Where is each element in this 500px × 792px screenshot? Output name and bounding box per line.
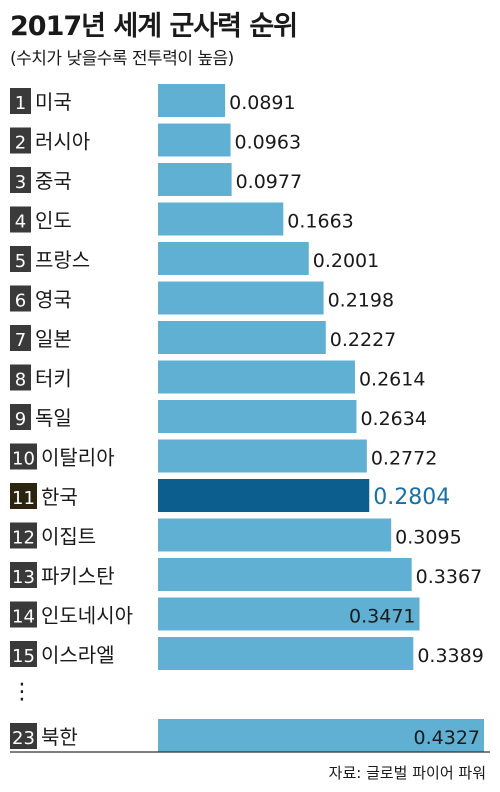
country-label: 미국 <box>35 90 72 114</box>
rank-number: 6 <box>15 291 26 312</box>
rank-number: 8 <box>15 370 26 391</box>
rank-badge <box>10 601 37 628</box>
value-label: 0.3095 <box>395 527 461 549</box>
rank-badge <box>10 206 31 233</box>
rank-badge <box>10 88 31 114</box>
rank-number: 5 <box>15 251 26 272</box>
country-label: 러시아 <box>35 130 90 154</box>
rank-number: 10 <box>12 449 35 470</box>
rank-number: 15 <box>12 646 35 667</box>
rank-badge <box>10 285 31 312</box>
value-label: 0.1663 <box>287 211 353 233</box>
country-label: 영국 <box>35 288 72 312</box>
rank-badge <box>10 246 31 272</box>
value-label: 0.2001 <box>313 250 379 272</box>
gap-marker: ⋮ <box>11 680 33 705</box>
country-label: 일본 <box>35 327 72 351</box>
rank-badge <box>10 404 31 430</box>
country-label: 북한 <box>41 725 78 749</box>
page-title: 2017년 세계 군사력 순위 <box>10 11 298 42</box>
bar <box>158 719 484 752</box>
value-label: 0.4327 <box>414 727 480 749</box>
rank-number: 23 <box>12 728 35 749</box>
rank-badge <box>10 483 37 509</box>
value-label: 0.0891 <box>229 92 295 114</box>
country-label: 프랑스 <box>35 248 90 272</box>
bar <box>158 518 392 552</box>
source-note: 자료: 글로벌 파이어 파워 <box>328 764 486 782</box>
value-label: 0.2634 <box>360 408 426 430</box>
bar <box>158 163 232 196</box>
country-label: 이집트 <box>41 525 96 549</box>
rank-badge <box>10 723 37 749</box>
rank-number: 9 <box>15 409 26 430</box>
bar <box>158 281 324 315</box>
bar <box>158 84 226 117</box>
page-subtitle: (수치가 낮을수록 전투력이 높음) <box>10 49 234 69</box>
rank-number: 3 <box>15 172 26 193</box>
country-label: 인도 <box>35 209 72 233</box>
country-label: 터키 <box>35 367 72 391</box>
bar <box>158 202 284 236</box>
value-label: 0.0963 <box>235 132 301 154</box>
rank-badge <box>10 522 37 549</box>
rank-number: 4 <box>15 212 26 233</box>
value-label: 0.2227 <box>330 329 396 351</box>
country-label: 파키스탄 <box>41 564 115 588</box>
value-label: 0.2772 <box>371 448 437 470</box>
value-label: 0.0977 <box>236 171 302 193</box>
bar <box>158 242 309 275</box>
bar <box>158 360 355 394</box>
rank-badge <box>10 127 31 154</box>
bar <box>158 400 357 433</box>
rank-number: 14 <box>12 607 35 628</box>
rank-number: 12 <box>12 528 35 549</box>
rank-badge <box>10 641 37 667</box>
bar <box>158 558 412 591</box>
country-label: 이탈리아 <box>41 446 115 470</box>
bar <box>158 123 231 157</box>
country-label: 인도네시아 <box>41 604 133 628</box>
bar-chart: 1 미국 0.0891 2 러시아 0.0963 3 중국 0.0977 4 인도 0.1663 5 프랑… <box>10 84 490 753</box>
value-label: 0.2804 <box>373 485 450 510</box>
country-label: 독일 <box>35 406 72 430</box>
bar <box>158 439 367 473</box>
value-label: 0.2198 <box>328 290 394 312</box>
value-label: 0.3389 <box>417 645 483 667</box>
bar <box>158 479 370 512</box>
rank-number: 11 <box>12 488 35 509</box>
rank-badge <box>10 443 37 470</box>
bar <box>158 597 420 631</box>
rank-badge <box>10 364 31 391</box>
country-label: 이스라엘 <box>41 643 115 667</box>
rank-badge <box>10 562 37 588</box>
rank-badge <box>10 325 31 351</box>
bar <box>158 637 414 670</box>
value-label: 0.3471 <box>349 606 415 628</box>
rank-number: 13 <box>12 567 35 588</box>
country-label: 중국 <box>35 169 72 193</box>
bar <box>158 321 326 354</box>
value-label: 0.3367 <box>416 566 482 588</box>
value-label: 0.2614 <box>359 369 425 391</box>
rank-number: 7 <box>15 330 26 351</box>
country-label: 한국 <box>41 485 78 509</box>
rank-number: 2 <box>15 133 26 154</box>
rank-number: 1 <box>15 93 26 114</box>
rank-badge <box>10 167 31 193</box>
